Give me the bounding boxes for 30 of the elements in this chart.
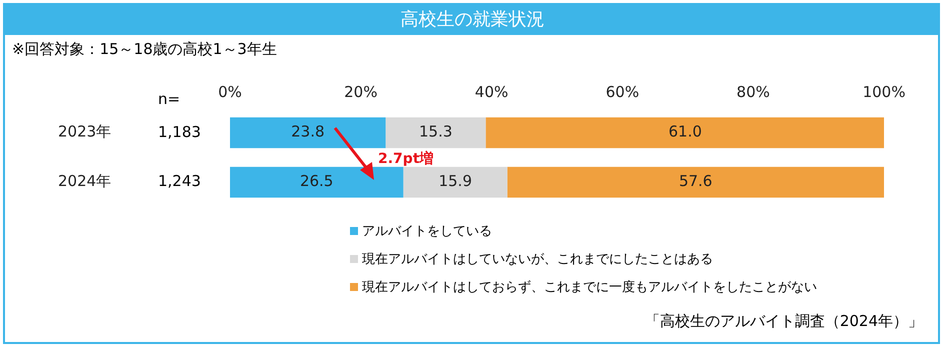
text: 1,243: [158, 172, 201, 190]
text: n=: [158, 90, 180, 108]
x-tick-label: 40%: [474, 82, 508, 101]
text: 1,183: [158, 122, 201, 141]
y-tick-label: 2023年: [58, 122, 112, 141]
text: 「高校生のアルバイト調査（2024年）」: [644, 312, 923, 331]
data-label: 23.8: [291, 122, 325, 141]
chart-title: 高校生の就業状況: [5, 5, 940, 35]
bar: [507, 166, 884, 198]
data-label: 15.3: [418, 122, 452, 141]
x-tick-label: 20%: [344, 82, 378, 101]
bar: [403, 166, 508, 198]
legend-label: 現在アルバイトはしておらず、これまでに一度もアルバイトをしたことがない: [361, 279, 817, 297]
bar: [230, 117, 386, 148]
chart-subtitle: ※回答対象：15～18歳の高校1～3年生: [12, 40, 277, 59]
x-tick-label: 0%: [218, 82, 242, 101]
bar: [486, 117, 884, 148]
x-tick-label: 100%: [862, 82, 906, 101]
y-tick-label: 2024年: [58, 172, 112, 190]
data-label: 26.5: [300, 172, 334, 190]
data-label: 15.9: [438, 172, 472, 190]
x-tick-label: 80%: [736, 82, 770, 101]
legend-label: アルバイトをしている: [361, 223, 493, 241]
legend-label: 現在アルバイトはしていないが、これまでにしたことはある: [361, 251, 714, 269]
data-label: 57.6: [678, 172, 712, 190]
bar: [386, 117, 486, 148]
bar: [230, 166, 404, 198]
x-tick-label: 60%: [606, 82, 640, 101]
data-label: 61.0: [668, 122, 702, 141]
annotation: 2.7pt増: [378, 150, 434, 168]
